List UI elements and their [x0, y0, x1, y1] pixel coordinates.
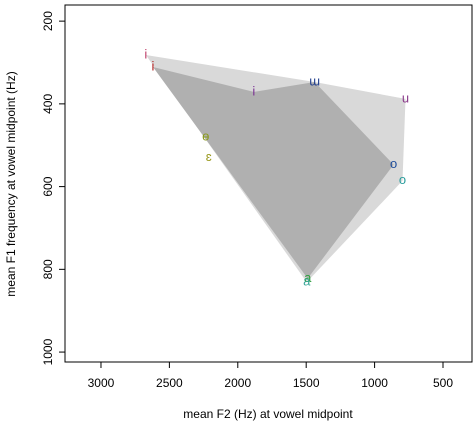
x-tick-label: 1500: [293, 376, 320, 390]
y-tick-label: 1000: [41, 338, 55, 365]
y-tick-label: 600: [41, 176, 55, 196]
y-axis-label: mean F1 frequency at vowel midpoint (Hz): [4, 71, 18, 296]
x-axis-label: mean F2 (Hz) at vowel midpoint: [183, 407, 353, 421]
vowel-point: u: [402, 90, 409, 105]
vowel-space-dark: [152, 67, 394, 279]
x-tick-label: 2500: [156, 376, 183, 390]
y-tick-label: 200: [41, 11, 55, 31]
plot-frame: [64, 4, 473, 363]
x-tick-label: 3000: [88, 376, 115, 390]
vowel-point: ɯ: [309, 73, 320, 88]
vowel-point: i: [144, 46, 147, 61]
y-tick-label: 400: [41, 94, 55, 114]
vowel-point: a: [303, 274, 311, 289]
x-tick-label: 500: [433, 376, 453, 390]
vowel-point: i: [252, 83, 255, 98]
y-tick-label: 800: [41, 259, 55, 279]
vowel-point: o: [399, 172, 406, 187]
vowel-point: ɵ: [202, 128, 209, 143]
x-tick-label: 2000: [224, 376, 251, 390]
vowel-point: i: [152, 58, 155, 73]
x-tick-label: 1000: [361, 376, 388, 390]
vowel-point: o: [390, 156, 397, 171]
vowel-point: a: [304, 270, 312, 285]
vowel-point: ɛ: [206, 149, 212, 164]
